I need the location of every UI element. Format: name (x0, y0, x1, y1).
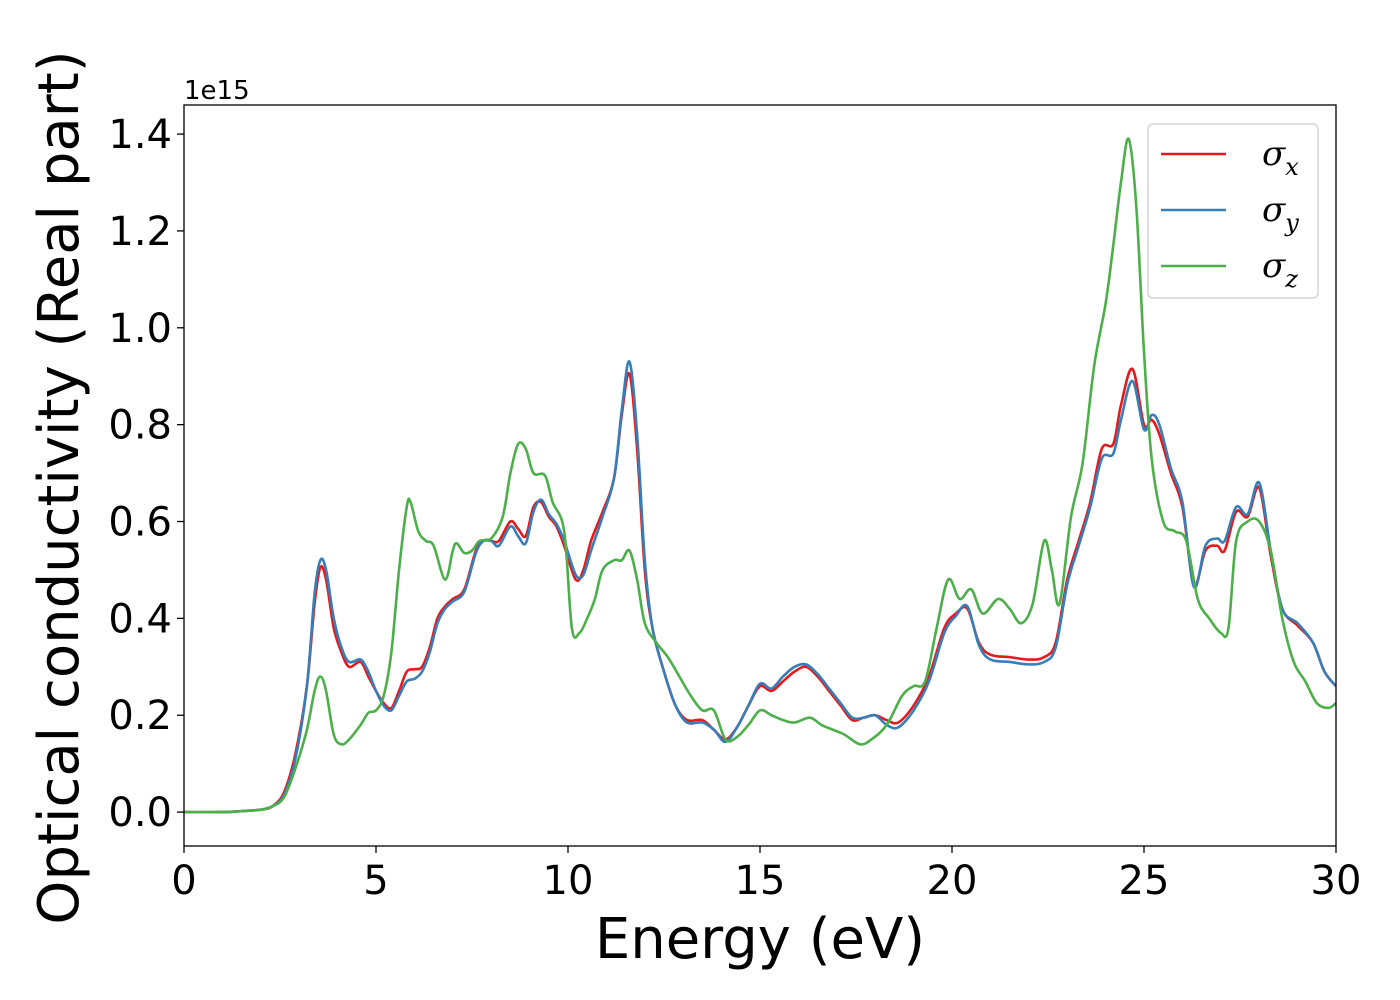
legend-label: σy (1262, 190, 1299, 237)
legend-item-z: σz (1161, 246, 1298, 293)
y-tick-label: 0.4 (108, 596, 172, 642)
legend-item-x: σx (1161, 134, 1299, 181)
series-line-y (184, 360, 1336, 814)
y-axis-label: Optical conductivity (Real part) (27, 50, 92, 924)
x-tick-label: 20 (927, 858, 978, 904)
x-tick-label: 30 (1311, 858, 1362, 904)
x-tick-label: 10 (543, 858, 594, 904)
y-tick-label: 0.2 (108, 693, 172, 739)
series-line-x (184, 367, 1336, 814)
x-axis-ticks: 0 5 10 15 20 25 30 (171, 846, 1361, 904)
x-tick-label: 0 (171, 858, 196, 904)
y-axis-ticks: 0.0 0.2 0.4 0.6 0.8 1.0 1.2 1.4 (108, 112, 184, 836)
y-tick-label: 1.4 (108, 112, 172, 158)
legend-label: σx (1262, 134, 1299, 181)
series-layer (184, 137, 1336, 814)
y-tick-label: 0.6 (108, 500, 172, 546)
series-line-z (184, 137, 1336, 814)
y-tick-label: 1.2 (108, 209, 172, 255)
y-tick-label: 0.0 (108, 790, 172, 836)
x-tick-label: 5 (363, 858, 388, 904)
y-tick-label: 1.0 (108, 306, 172, 352)
legend-item-y: σy (1161, 190, 1299, 237)
y-tick-label: 0.8 (108, 403, 172, 449)
legend-label: σz (1262, 246, 1298, 293)
legend: σx σy σz (1147, 123, 1319, 299)
legend-box (1147, 123, 1319, 299)
y-axis-offset-text: 1e15 (184, 76, 250, 106)
x-tick-label: 15 (735, 858, 786, 904)
x-axis-label: Energy (eV) (595, 907, 925, 972)
x-tick-label: 25 (1119, 858, 1170, 904)
